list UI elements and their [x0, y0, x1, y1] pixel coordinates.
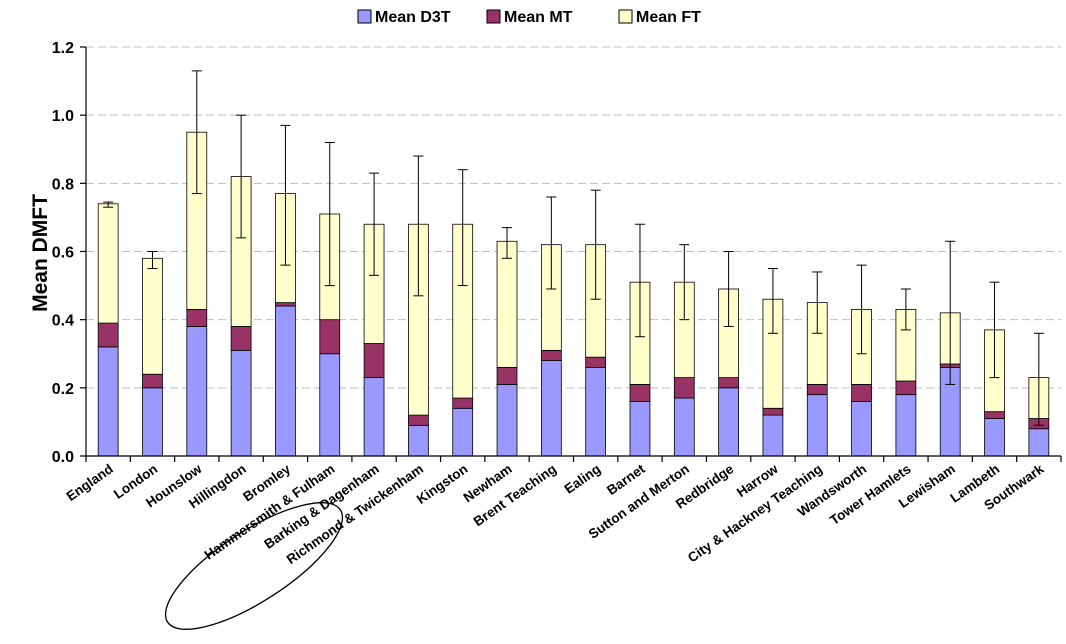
bar-segment: [452, 397, 474, 409]
y-tick-label: 0.2: [52, 381, 74, 398]
y-tick-label: 1.0: [52, 108, 74, 125]
bar-segment: [230, 349, 252, 457]
highlight-ellipse: [164, 502, 344, 630]
bar-segment: [275, 305, 296, 457]
bar-segment: [895, 380, 917, 396]
x-tick-label: England: [64, 461, 116, 504]
bar-segment: [496, 384, 518, 457]
x-tick-label: Ealing: [562, 461, 604, 497]
bar-segment: [984, 411, 1005, 419]
error-bars: [103, 70, 1044, 426]
legend-swatch: [357, 9, 372, 24]
y-tick-labels: 0.0 0.2 0.4 0.6 0.8 1.0 1.2: [52, 40, 74, 466]
bar-segment: [673, 377, 695, 399]
bar-segment: [851, 401, 872, 457]
bar-segment: [496, 366, 518, 385]
bar-segment: [319, 319, 341, 355]
bar-segment: [585, 356, 607, 368]
bar-segment: [97, 203, 119, 324]
bar-segment: [984, 418, 1005, 457]
bar-segment: [895, 394, 917, 457]
y-axis-title: Mean DMFT: [29, 194, 52, 312]
bar-segment: [585, 366, 607, 457]
legend-label: Mean D3T: [375, 9, 451, 26]
legend-label: Mean MT: [504, 9, 573, 26]
bar-segment: [319, 353, 341, 457]
bar-segment: [629, 384, 651, 402]
bar-segment: [673, 397, 695, 457]
x-tick-labels: EnglandLondonHounslowHillingdonBromleyHa…: [64, 461, 1047, 567]
bar-segment: [629, 401, 651, 457]
bar-segment: [452, 407, 474, 457]
y-tick-label: 0.0: [52, 449, 74, 466]
bar-segment: [97, 346, 119, 457]
bar-segment: [540, 360, 562, 457]
bar-segment: [275, 302, 296, 307]
legend-label: Mean FT: [636, 9, 701, 26]
bars: [97, 131, 1050, 457]
bar-segment: [142, 257, 163, 375]
bar-segment: [718, 387, 739, 457]
bar-segment: [496, 240, 518, 368]
bar-segment: [806, 394, 828, 457]
y-tick-label: 1.2: [52, 40, 74, 57]
bar-segment: [97, 322, 119, 348]
bar-segment: [851, 384, 872, 402]
bar-segment: [408, 424, 429, 457]
x-tick-label: Brent Teaching: [471, 461, 559, 529]
bar-segment: [363, 377, 385, 457]
legend: Mean D3T Mean MT Mean FT: [357, 9, 701, 26]
y-tick-label: 0.6: [52, 245, 74, 262]
bar-segment: [230, 326, 252, 351]
bar-segment: [186, 326, 208, 457]
bar-segment: [363, 343, 385, 379]
axes: [80, 46, 1062, 462]
bar-segment: [540, 349, 562, 361]
bar-segment: [718, 377, 739, 389]
bar-segment: [1028, 428, 1050, 457]
bar-segment: [762, 414, 784, 457]
x-tick-label: Kingston: [414, 461, 471, 507]
legend-swatch: [486, 9, 501, 24]
legend-swatch: [618, 9, 633, 24]
y-tick-label: 0.4: [52, 313, 74, 330]
y-tick-label: 0.8: [52, 176, 74, 193]
bar-segment: [142, 387, 163, 457]
bar-segment: [762, 407, 784, 416]
bar-segment: [142, 373, 163, 389]
bar-segment: [806, 384, 828, 396]
bar-segment: [408, 414, 429, 426]
bar-segment: [186, 309, 208, 327]
